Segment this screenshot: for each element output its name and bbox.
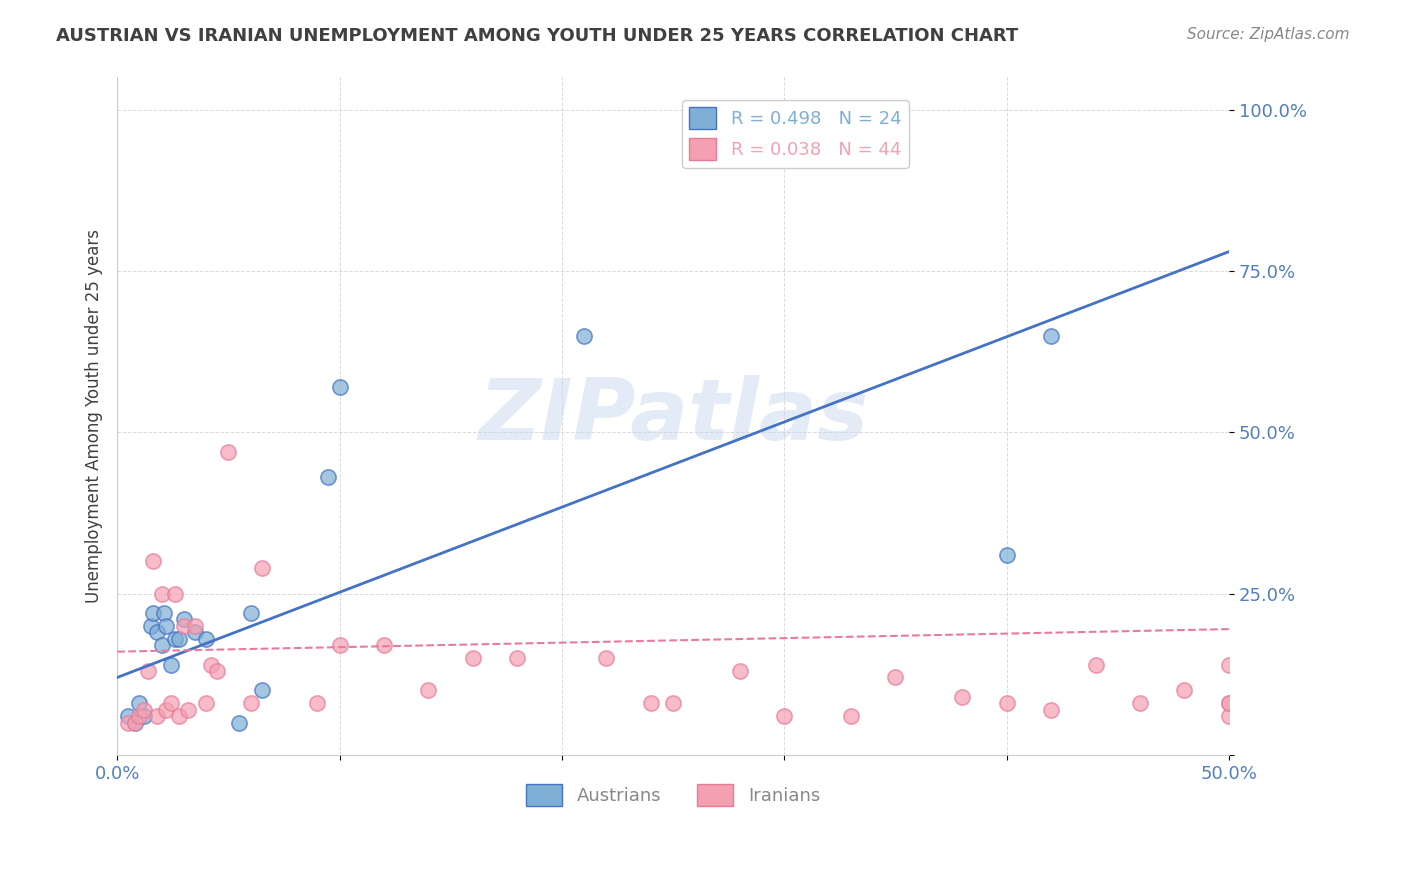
Point bbox=[250, 561, 273, 575]
Point bbox=[950, 690, 973, 704]
Point bbox=[318, 470, 340, 484]
Point bbox=[139, 619, 162, 633]
Point bbox=[595, 651, 617, 665]
Point bbox=[173, 619, 195, 633]
Point bbox=[124, 715, 146, 730]
Point bbox=[142, 554, 165, 568]
Point bbox=[995, 548, 1018, 562]
Legend: Austrians, Iranians: Austrians, Iranians bbox=[519, 777, 827, 814]
Point bbox=[572, 328, 595, 343]
Point bbox=[132, 703, 155, 717]
Text: Source: ZipAtlas.com: Source: ZipAtlas.com bbox=[1187, 27, 1350, 42]
Point bbox=[328, 380, 350, 394]
Point bbox=[1218, 657, 1240, 672]
Point bbox=[461, 651, 484, 665]
Point bbox=[117, 715, 139, 730]
Point bbox=[150, 638, 173, 652]
Point bbox=[1040, 328, 1063, 343]
Point bbox=[1129, 696, 1152, 710]
Point bbox=[328, 638, 350, 652]
Point bbox=[173, 612, 195, 626]
Point bbox=[1173, 683, 1195, 698]
Point bbox=[177, 703, 200, 717]
Y-axis label: Unemployment Among Youth under 25 years: Unemployment Among Youth under 25 years bbox=[86, 229, 103, 603]
Point bbox=[155, 703, 177, 717]
Point bbox=[146, 709, 169, 723]
Point bbox=[184, 619, 207, 633]
Point bbox=[163, 632, 186, 646]
Point bbox=[217, 444, 239, 458]
Point bbox=[124, 715, 146, 730]
Point bbox=[1084, 657, 1107, 672]
Point bbox=[195, 696, 218, 710]
Point bbox=[228, 715, 250, 730]
Point bbox=[132, 709, 155, 723]
Point bbox=[640, 696, 662, 710]
Point bbox=[728, 664, 751, 678]
Point bbox=[136, 664, 159, 678]
Point bbox=[373, 638, 395, 652]
Point bbox=[662, 696, 685, 710]
Point bbox=[155, 619, 177, 633]
Point bbox=[839, 709, 862, 723]
Point bbox=[307, 696, 329, 710]
Point bbox=[184, 625, 207, 640]
Point bbox=[1218, 696, 1240, 710]
Point bbox=[128, 709, 150, 723]
Point bbox=[773, 709, 796, 723]
Point bbox=[995, 696, 1018, 710]
Point bbox=[159, 657, 181, 672]
Text: ZIPatlas: ZIPatlas bbox=[478, 375, 868, 458]
Point bbox=[207, 664, 229, 678]
Point bbox=[169, 632, 191, 646]
Point bbox=[195, 632, 218, 646]
Point bbox=[250, 683, 273, 698]
Point bbox=[1040, 703, 1063, 717]
Point bbox=[884, 671, 907, 685]
Point bbox=[146, 625, 169, 640]
Point bbox=[128, 696, 150, 710]
Point bbox=[163, 586, 186, 600]
Point bbox=[418, 683, 440, 698]
Point bbox=[169, 709, 191, 723]
Point bbox=[159, 696, 181, 710]
Point bbox=[1218, 696, 1240, 710]
Point bbox=[239, 606, 262, 620]
Point bbox=[506, 651, 529, 665]
Point bbox=[117, 709, 139, 723]
Point bbox=[239, 696, 262, 710]
Point bbox=[142, 606, 165, 620]
Point bbox=[153, 606, 176, 620]
Text: AUSTRIAN VS IRANIAN UNEMPLOYMENT AMONG YOUTH UNDER 25 YEARS CORRELATION CHART: AUSTRIAN VS IRANIAN UNEMPLOYMENT AMONG Y… bbox=[56, 27, 1018, 45]
Point bbox=[200, 657, 222, 672]
Point bbox=[150, 586, 173, 600]
Point bbox=[1218, 709, 1240, 723]
